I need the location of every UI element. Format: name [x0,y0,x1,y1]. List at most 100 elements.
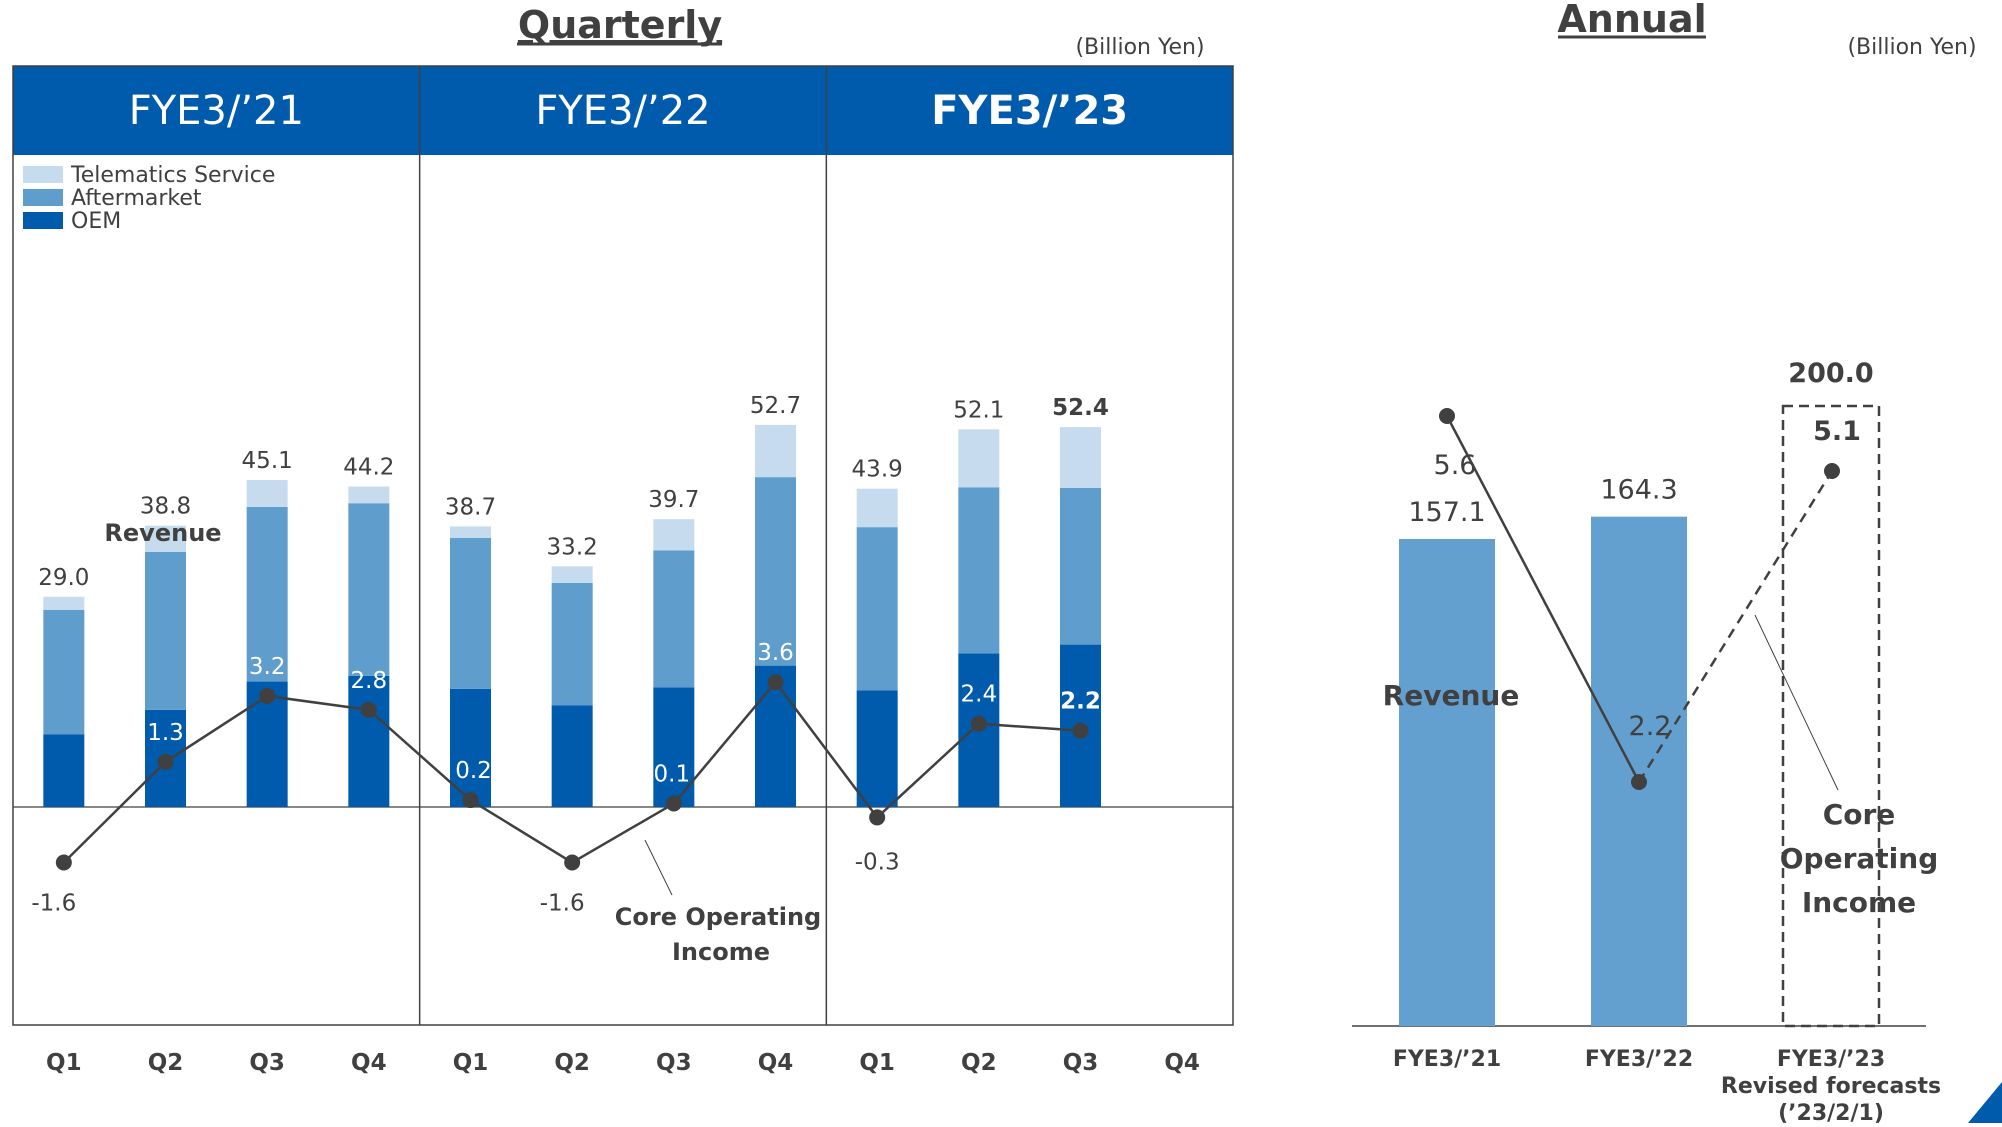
revenue-value-label: 52.7 [750,393,801,419]
core-operating-income-value-label: -0.3 [855,849,900,875]
bar-segment-telematics-service [653,519,695,551]
fiscal-year-header: FYE3/’22 [535,88,710,134]
annual-coi-value-label: 2.2 [1629,711,1672,742]
legend-entry: Telematics Service [70,163,275,188]
core-operating-income-point [869,809,886,826]
revenue-value-label: 52.4 [1052,395,1109,421]
bar-segment-aftermarket [551,582,593,706]
annual-core-operating-income-line [1439,408,1840,790]
quarterly-bars [43,424,1101,807]
core-operating-income-point [564,854,581,871]
legend-swatch [23,189,63,206]
revenue-value-label: 52.1 [953,397,1004,423]
bar-segment-telematics-service [450,526,491,539]
core-operating-income-leader-line [644,839,673,896]
core-operating-income-value-label: -1.6 [540,891,585,917]
legend-background [14,155,417,235]
bar-segment-telematics-service [958,429,1000,488]
annual-bars [1352,404,1926,1028]
annual-revenue-value-label: 164.3 [1600,475,1677,506]
core-operating-income-annotation-line1: Core Operating [615,903,821,931]
quarter-tick-label: Q4 [351,1050,387,1076]
bar-segment-oem [43,734,85,807]
bar-segment-aftermarket [755,477,796,666]
quarterly-panel: FYE3/’21 FYE3/’22 FYE3/’23 [12,65,1234,1026]
quarter-tick-label: Q2 [148,1050,184,1076]
revenue-annotation: Revenue [104,519,221,547]
fiscal-year-header: FYE3/’21 [129,88,304,134]
corner-decoration [1968,1082,2002,1123]
quarter-tick-label: Q4 [1164,1050,1200,1076]
core-operating-income-point [665,795,682,812]
bar-segment-oem [551,705,593,807]
core-operating-income-point [360,701,377,718]
annual-revenue-value-label: 157.1 [1408,497,1485,528]
annual-labels: 157.1FYE3/’21164.3FYE3/’22200.0FYE3/’23R… [1383,358,1941,1126]
annual-coi-annotation-line: Income [1802,886,1916,919]
fiscal-year-header: FYE3/’23 [931,88,1128,134]
annual-category-note: Revised forecasts [1721,1074,1941,1099]
quarter-tick-label: Q2 [961,1050,997,1076]
bar-segment-oem [856,690,898,807]
annual-unit: (Billion Yen) [1847,35,1976,60]
annual-coi-annotation-line: Operating [1780,842,1939,875]
quarter-tick-label: Q1 [859,1050,895,1076]
core-operating-income-point [767,674,784,691]
revenue-value-label: 44.2 [343,455,394,481]
bar-segment-oem [348,675,390,807]
quarter-tick-label: Q4 [758,1050,794,1076]
core-operating-income-value-label: 2.8 [351,668,388,694]
core-operating-income-point [1072,722,1089,739]
annual-title: Annual [1557,0,1706,41]
bar-segment-telematics-service [1060,427,1101,488]
annual-revenue-value-label: 200.0 [1788,358,1873,389]
annual-category-label: FYE3/’23 [1777,1047,1885,1072]
core-operating-income-value-label: 3.2 [249,654,286,680]
annual-revenue-bar [1591,516,1687,1026]
quarter-tick-label: Q3 [249,1050,285,1076]
quarter-tick-label: Q2 [554,1050,590,1076]
legend-entry: OEM [71,209,121,234]
core-operating-income-point [259,687,276,704]
bar-segment-telematics-service [145,525,186,552]
bar-segment-aftermarket [653,550,695,688]
revenue-value-label: 43.9 [852,457,903,483]
quarterly-core-operating-income-line [55,674,1089,871]
annual-core-operating-income-point [1439,408,1455,424]
bar-segment-aftermarket [145,551,186,710]
legend-entry: Aftermarket [71,186,202,211]
annual-coi-value-label: 5.6 [1434,450,1477,481]
quarterly-unit: (Billion Yen) [1075,35,1204,60]
bar-segment-aftermarket [43,609,85,735]
annual-core-operating-income-point [1631,774,1647,790]
core-operating-income-point [157,753,174,770]
annual-forecast-bar [1781,404,1881,1028]
bar-segment-aftermarket [348,503,390,676]
core-operating-income-point [55,854,72,871]
quarter-tick-label: Q1 [46,1050,82,1076]
annual-core-operating-income-line [1445,415,1641,783]
revenue-value-label: 33.2 [547,534,598,560]
core-operating-income-value-label: 3.6 [757,640,794,666]
revenue-value-label: 45.1 [242,448,293,474]
core-operating-income-value-label: 0.1 [654,762,691,788]
annual-core-operating-income-point [1824,463,1840,479]
core-operating-income-value-label: 0.2 [455,758,492,784]
core-operating-income-point [462,792,479,809]
legend-swatch [23,166,63,183]
bar-segment-telematics-service [348,486,390,504]
bar-segment-telematics-service [43,596,85,610]
bar-segment-telematics-service [755,424,796,478]
core-operating-income-value-label: 1.3 [147,720,184,746]
bar-segment-aftermarket [1060,488,1101,645]
annual-coi-value-label: 5.1 [1813,416,1861,447]
revenue-value-label: 38.7 [445,494,496,520]
bar-segment-aftermarket [856,527,898,691]
revenue-value-label: 39.7 [648,487,699,513]
bar-segment-oem [653,687,695,807]
quarterly-title: Quarterly [518,3,722,47]
core-operating-income-annotation-line2: Income [672,938,770,966]
bar-segment-aftermarket [450,538,491,689]
